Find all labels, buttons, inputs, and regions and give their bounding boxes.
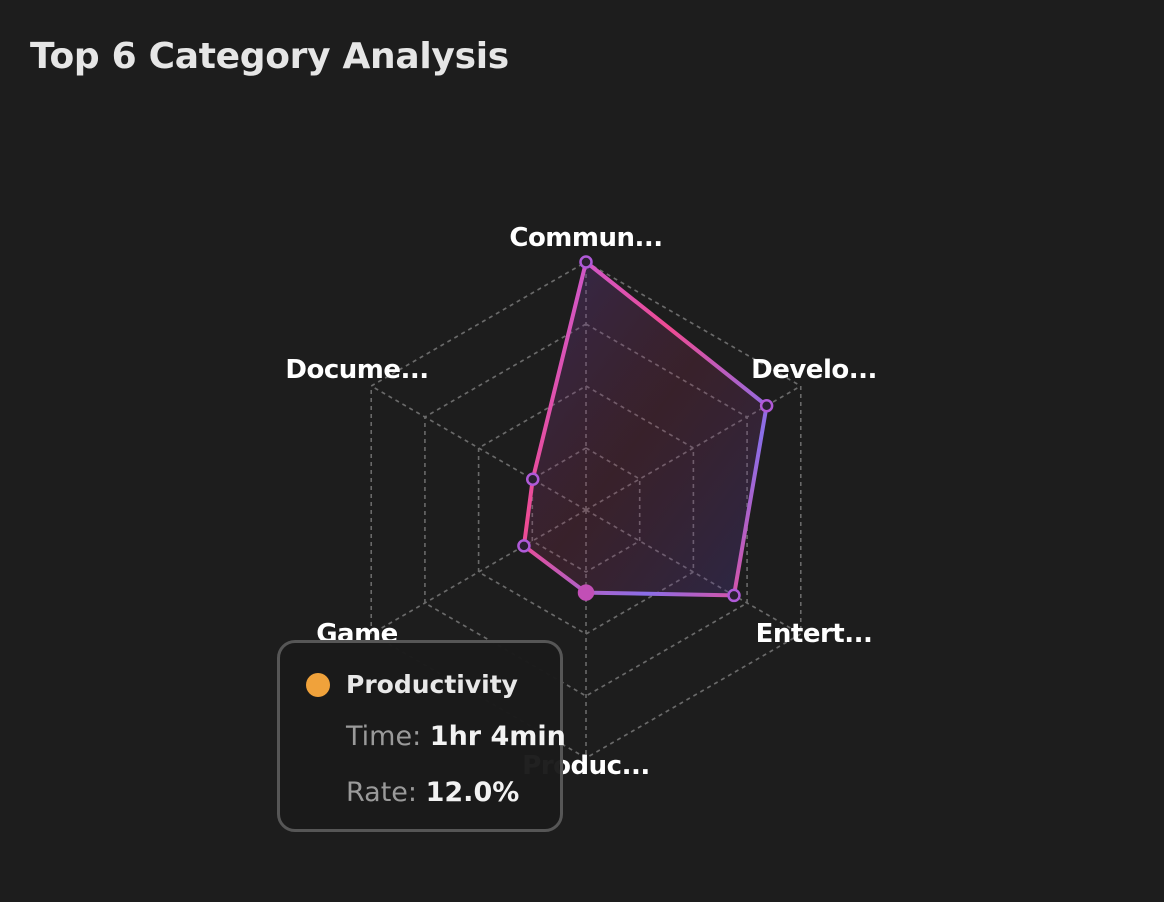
tooltip: Productivity Time: 1hr 4min Rate: 12.0% — [277, 640, 566, 832]
data-point[interactable] — [525, 472, 540, 486]
tooltip-rate-value: 12.0% — [425, 777, 520, 808]
tooltip-time-value: 1hr 4min — [429, 721, 566, 752]
data-point[interactable] — [517, 539, 531, 553]
tooltip-rate-row: Rate: 12.0% — [346, 777, 519, 808]
data-point-active[interactable] — [577, 584, 595, 601]
series-color-dot — [306, 673, 330, 697]
data-point[interactable] — [759, 398, 774, 413]
data-point[interactable] — [579, 255, 593, 269]
axis-label: Docume... — [285, 355, 428, 385]
chart-title: Top 6 Category Analysis — [30, 36, 509, 77]
axis-label: Entert... — [756, 619, 873, 649]
axis-label: Develo... — [751, 355, 877, 385]
axis-label: Commun... — [509, 223, 662, 253]
tooltip-category-name: Productivity — [346, 670, 518, 699]
tooltip-time-label: Time: — [346, 721, 422, 752]
tooltip-time-row: Time: 1hr 4min — [346, 721, 566, 752]
data-point[interactable] — [727, 588, 741, 603]
series-area — [521, 260, 769, 598]
grid-ring — [370, 261, 802, 759]
radar-series — [517, 255, 774, 603]
tooltip-rate-label: Rate: — [346, 777, 418, 808]
